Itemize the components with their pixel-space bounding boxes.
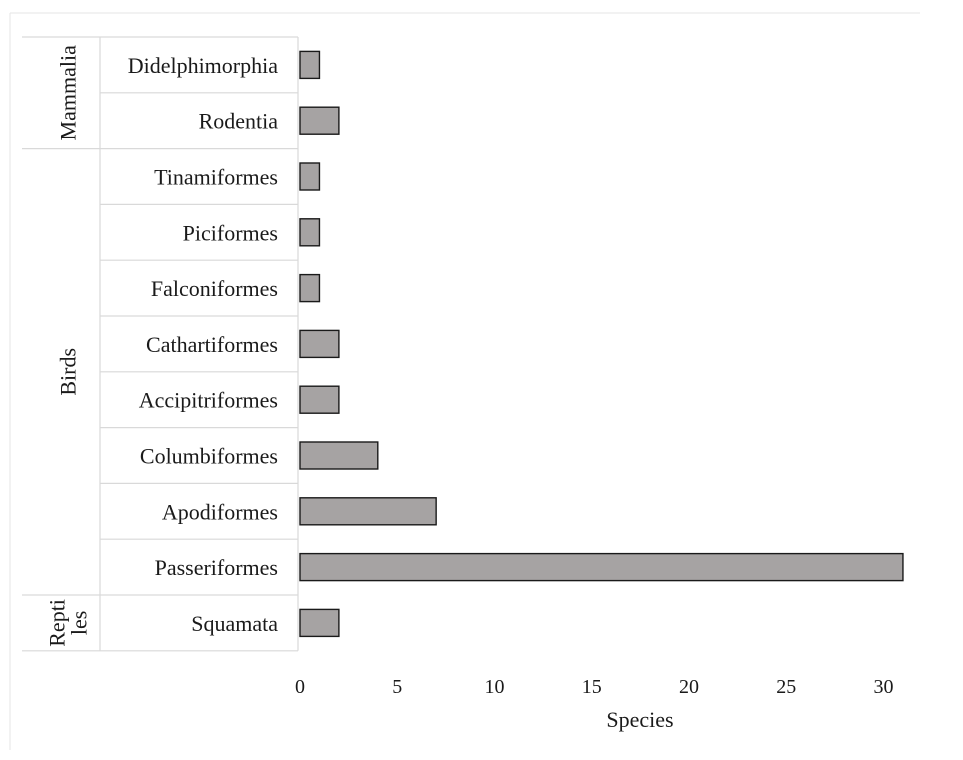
category-label: Didelphimorphia: [128, 53, 279, 78]
bar: [299, 106, 340, 135]
x-tick-label: 5: [392, 676, 402, 698]
bar: [299, 385, 340, 414]
x-axis-title: Species: [606, 707, 673, 732]
category-label: Squamata: [191, 611, 278, 636]
category-label: Apodiformes: [162, 499, 278, 524]
category-label: Columbiformes: [140, 444, 278, 469]
x-tick-label: 15: [582, 676, 602, 698]
category-label: Accipitriformes: [139, 388, 278, 413]
row-separators: [100, 92, 298, 540]
group-label-1: Birds: [56, 348, 81, 396]
bar: [299, 497, 437, 526]
chart-frame: [9, 12, 920, 750]
x-tick-label: 20: [679, 676, 699, 698]
x-tick-label: 25: [776, 676, 796, 698]
bars: [299, 50, 904, 638]
bar: [299, 218, 321, 247]
category-label: Tinamiformes: [154, 165, 278, 190]
group-label-0: Mammalia: [56, 45, 81, 141]
category-label: Rodentia: [199, 109, 279, 134]
category-label: Falconiformes: [151, 276, 278, 301]
bar: [299, 50, 321, 80]
category-label: Cathartiformes: [146, 332, 278, 357]
bar: [299, 608, 340, 638]
group-label-2: Reptiles: [45, 599, 92, 647]
bar: [299, 552, 904, 582]
category-label: Passeriformes: [155, 555, 278, 580]
group-separators: [22, 148, 298, 596]
category-label: Piciformes: [183, 220, 278, 245]
x-tick-labels: 0 5 10 15 20 25 30: [295, 676, 894, 698]
group-labels: Mammalia Birds Reptiles: [45, 45, 92, 647]
category-labels: Didelphimorphia Rodentia Tinamiformes Picif…: [128, 53, 279, 636]
x-tick-label: 0: [295, 676, 305, 698]
bar: [299, 329, 340, 359]
bar: [299, 441, 379, 470]
x-tick-label: 10: [485, 676, 505, 698]
bar: [299, 273, 321, 303]
x-tick-label: 30: [874, 676, 894, 698]
bar: [299, 162, 321, 191]
